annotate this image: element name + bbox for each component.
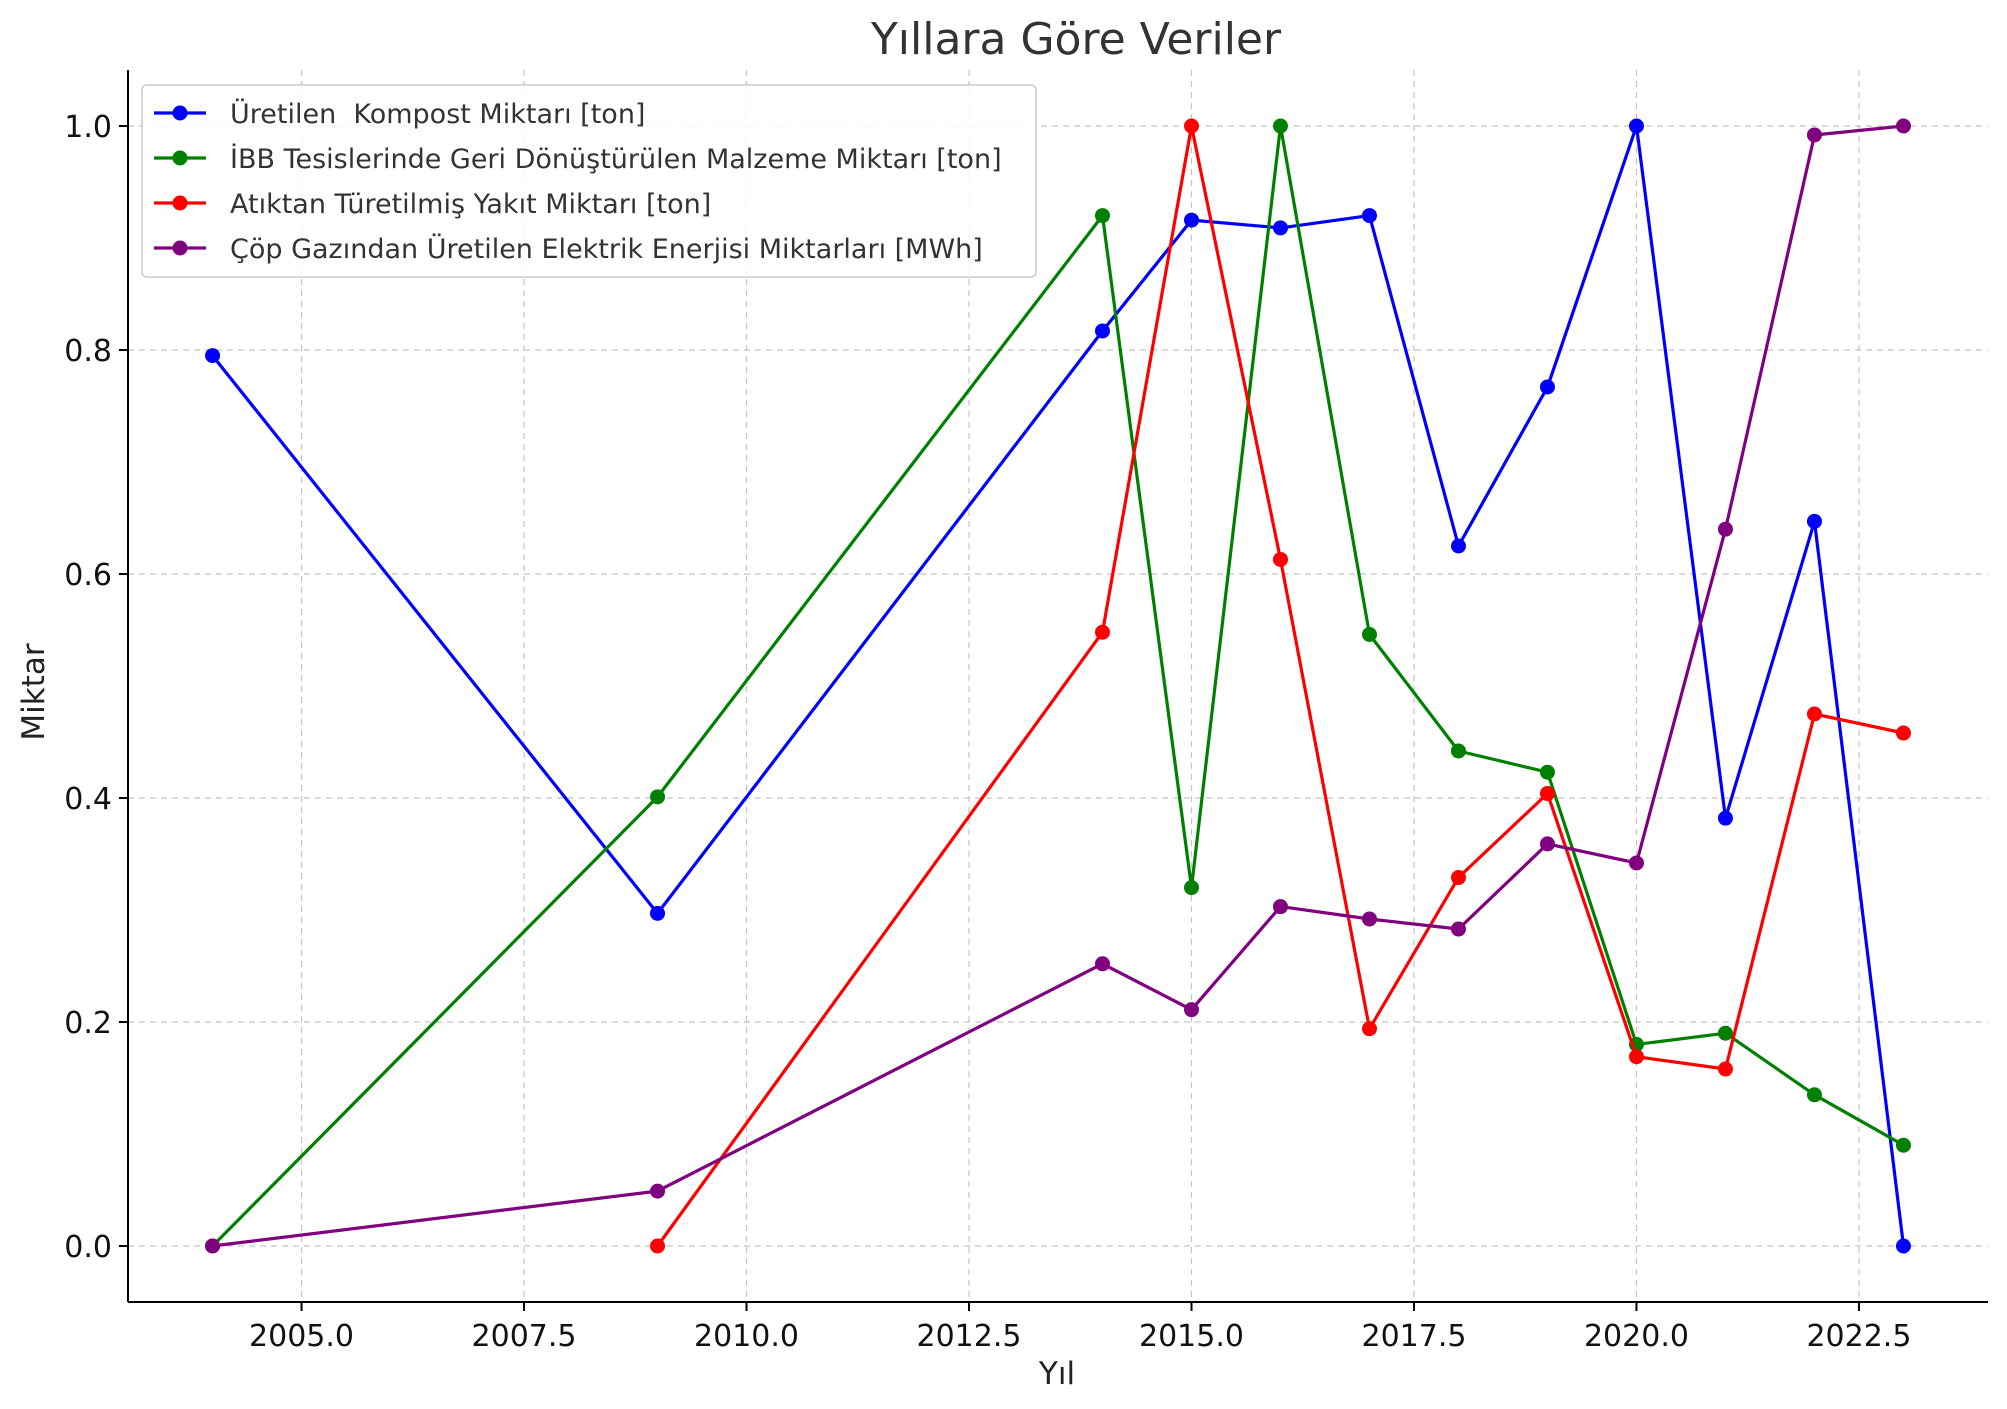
x-tick-label: 2015.0: [1139, 1319, 1244, 1354]
data-point: [1094, 624, 1110, 640]
legend-entry: İBB Tesislerinde Geri Dönüştürülen Malze…: [154, 143, 1002, 175]
data-point: [1895, 118, 1911, 134]
legend-marker: [172, 150, 188, 166]
data-point: [205, 1238, 221, 1254]
series-1: [205, 118, 1911, 1254]
legend: Üretilen Kompost Miktarı [ton] İBB Tesisl…: [141, 84, 1037, 278]
data-point: [650, 905, 666, 921]
data-point: [1272, 551, 1288, 567]
data-point: [1895, 1238, 1911, 1254]
data-point: [1183, 880, 1199, 896]
x-tick-label: 2005.0: [249, 1319, 354, 1354]
data-point: [1539, 764, 1555, 780]
data-point: [1717, 1025, 1733, 1041]
x-tick-label: 2012.5: [917, 1319, 1022, 1354]
data-point: [1895, 1137, 1911, 1153]
series-4: [205, 118, 1911, 1254]
legend-label: Çöp Gazından Üretilen Elektrik Enerjisi …: [230, 233, 983, 265]
data-point: [1628, 1049, 1644, 1065]
legend-label: İBB Tesislerinde Geri Dönüştürülen Malze…: [230, 143, 1002, 175]
series-line: [211, 124, 1906, 1247]
y-tick-label: 1.0: [64, 110, 112, 145]
y-tick-label: 0.4: [64, 782, 112, 817]
axes: 2005.0 2007.5 2010.0 2012.5 2015.0 2017.5 2020…: [64, 70, 1988, 1354]
legend-label: Üretilen Kompost Miktarı [ton]: [230, 98, 645, 130]
x-tick-label: 2010.0: [694, 1319, 799, 1354]
data-point: [1272, 220, 1288, 236]
legend-label: Atıktan Türetilmiş Yakıt Miktarı [ton]: [230, 189, 711, 220]
series-3: [650, 118, 1911, 1254]
legend-marker: [172, 240, 188, 256]
y-axis-label: Miktar: [16, 643, 52, 740]
data-point: [1183, 1002, 1199, 1018]
x-tick-label: 2022.5: [1806, 1319, 1911, 1354]
data-point: [1806, 706, 1822, 722]
data-point: [1183, 212, 1199, 228]
data-point: [1450, 743, 1466, 759]
data-point: [1094, 956, 1110, 972]
data-point: [1806, 127, 1822, 143]
data-point: [1361, 626, 1377, 642]
data-point: [1628, 118, 1644, 134]
x-tick-label: 2020.0: [1584, 1319, 1689, 1354]
series-line: [211, 124, 1905, 1248]
legend-marker: [172, 105, 188, 121]
data-point: [1895, 725, 1911, 741]
data-point: [1806, 513, 1822, 529]
data-point: [650, 1238, 666, 1254]
data-point: [1361, 1021, 1377, 1037]
x-tick-label: 2017.5: [1361, 1319, 1466, 1354]
grid-lines: [128, 70, 1988, 1302]
data-point: [1539, 836, 1555, 852]
series-line: [212, 124, 1904, 1248]
legend-box: [141, 84, 1037, 278]
legend-entry: Atıktan Türetilmiş Yakıt Miktarı [ton]: [154, 189, 711, 220]
series-2: [205, 118, 1911, 1254]
data-point: [1806, 1087, 1822, 1103]
data-point: [1450, 921, 1466, 937]
data-point: [1717, 810, 1733, 826]
series-layer: [205, 118, 1911, 1254]
data-point: [1361, 911, 1377, 927]
data-point: [1717, 521, 1733, 537]
data-point: [1450, 538, 1466, 554]
data-point: [650, 789, 666, 805]
y-tick-label: 0.6: [64, 558, 112, 593]
data-point: [650, 1183, 666, 1199]
data-point: [1539, 379, 1555, 395]
data-point: [1094, 323, 1110, 339]
data-point: [1450, 870, 1466, 886]
legend-entry: Çöp Gazından Üretilen Elektrik Enerjisi …: [154, 233, 983, 265]
data-point: [1272, 118, 1288, 134]
x-axis-label: Yıl: [1038, 1356, 1075, 1392]
x-tick-label: 2007.5: [472, 1319, 577, 1354]
y-tick-label: 0.8: [64, 334, 112, 369]
data-point: [1717, 1061, 1733, 1077]
data-point: [1094, 208, 1110, 224]
data-point: [205, 348, 221, 364]
data-point: [1361, 208, 1377, 224]
y-tick-label: 0.0: [64, 1230, 112, 1265]
data-point: [1183, 118, 1199, 134]
data-point: [1628, 855, 1644, 871]
chart-title: Yıllara Göre Veriler: [870, 14, 1282, 65]
data-point: [1539, 786, 1555, 802]
legend-entry: Üretilen Kompost Miktarı [ton]: [154, 98, 645, 130]
y-tick-label: 0.2: [64, 1006, 112, 1041]
data-point: [1272, 899, 1288, 915]
legend-marker: [172, 195, 188, 211]
